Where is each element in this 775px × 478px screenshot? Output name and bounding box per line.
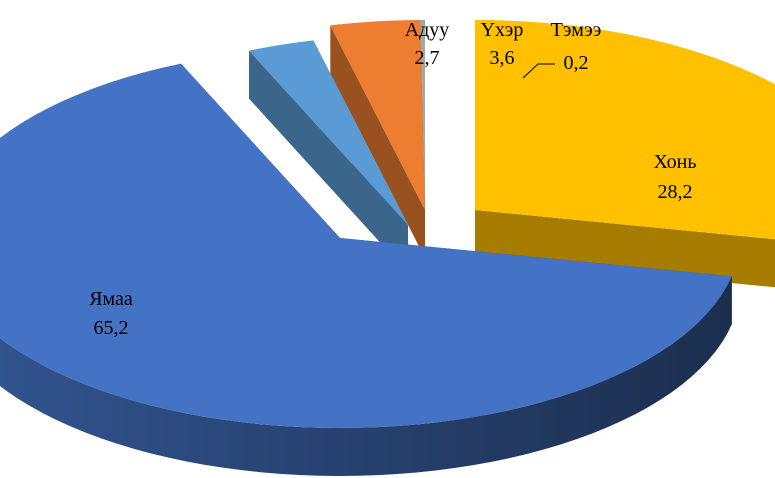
label-yamaa: Ямаа 65,2 [89, 288, 133, 339]
slice-aduu [248, 40, 408, 274]
value-label-uher: 3,6 [490, 47, 515, 69]
slice-wall-hon-1 [475, 210, 775, 288]
value-label-temee: 0,2 [564, 52, 589, 74]
slice-top-temee [419, 20, 425, 210]
slice-wall-aduu-0 [248, 50, 408, 273]
pie-slices [0, 20, 775, 476]
value-label-hon: 28,2 [658, 181, 693, 203]
slice-top-hon [475, 20, 775, 240]
label-aduu: Адуу 2,7 [405, 19, 450, 69]
label-temee: Тэмээ 0,2 [522, 19, 602, 79]
category-label-aduu: Адуу [405, 19, 450, 41]
value-label-yamaa: 65,2 [94, 317, 129, 339]
category-label-hon: Хонь [653, 151, 696, 173]
category-label-uher: Үхэр [481, 19, 524, 41]
slice-hon [475, 20, 775, 288]
slice-wall-uher-0 [330, 25, 425, 259]
label-hon: Хонь 28,2 [653, 151, 696, 203]
label-uher: Үхэр 3,6 [481, 19, 524, 69]
value-label-aduu: 2,7 [415, 47, 440, 69]
slice-rim-yamaa [0, 276, 732, 476]
slice-uher [330, 20, 425, 259]
category-label-yamaa: Ямаа [89, 288, 133, 310]
slice-top-yamaa [0, 63, 732, 428]
category-label-temee: Тэмээ [551, 19, 602, 41]
slice-top-aduu [248, 40, 408, 226]
slice-top-uher [330, 20, 425, 211]
leader-line-temee [522, 63, 555, 79]
slice-yamaa [0, 63, 732, 476]
